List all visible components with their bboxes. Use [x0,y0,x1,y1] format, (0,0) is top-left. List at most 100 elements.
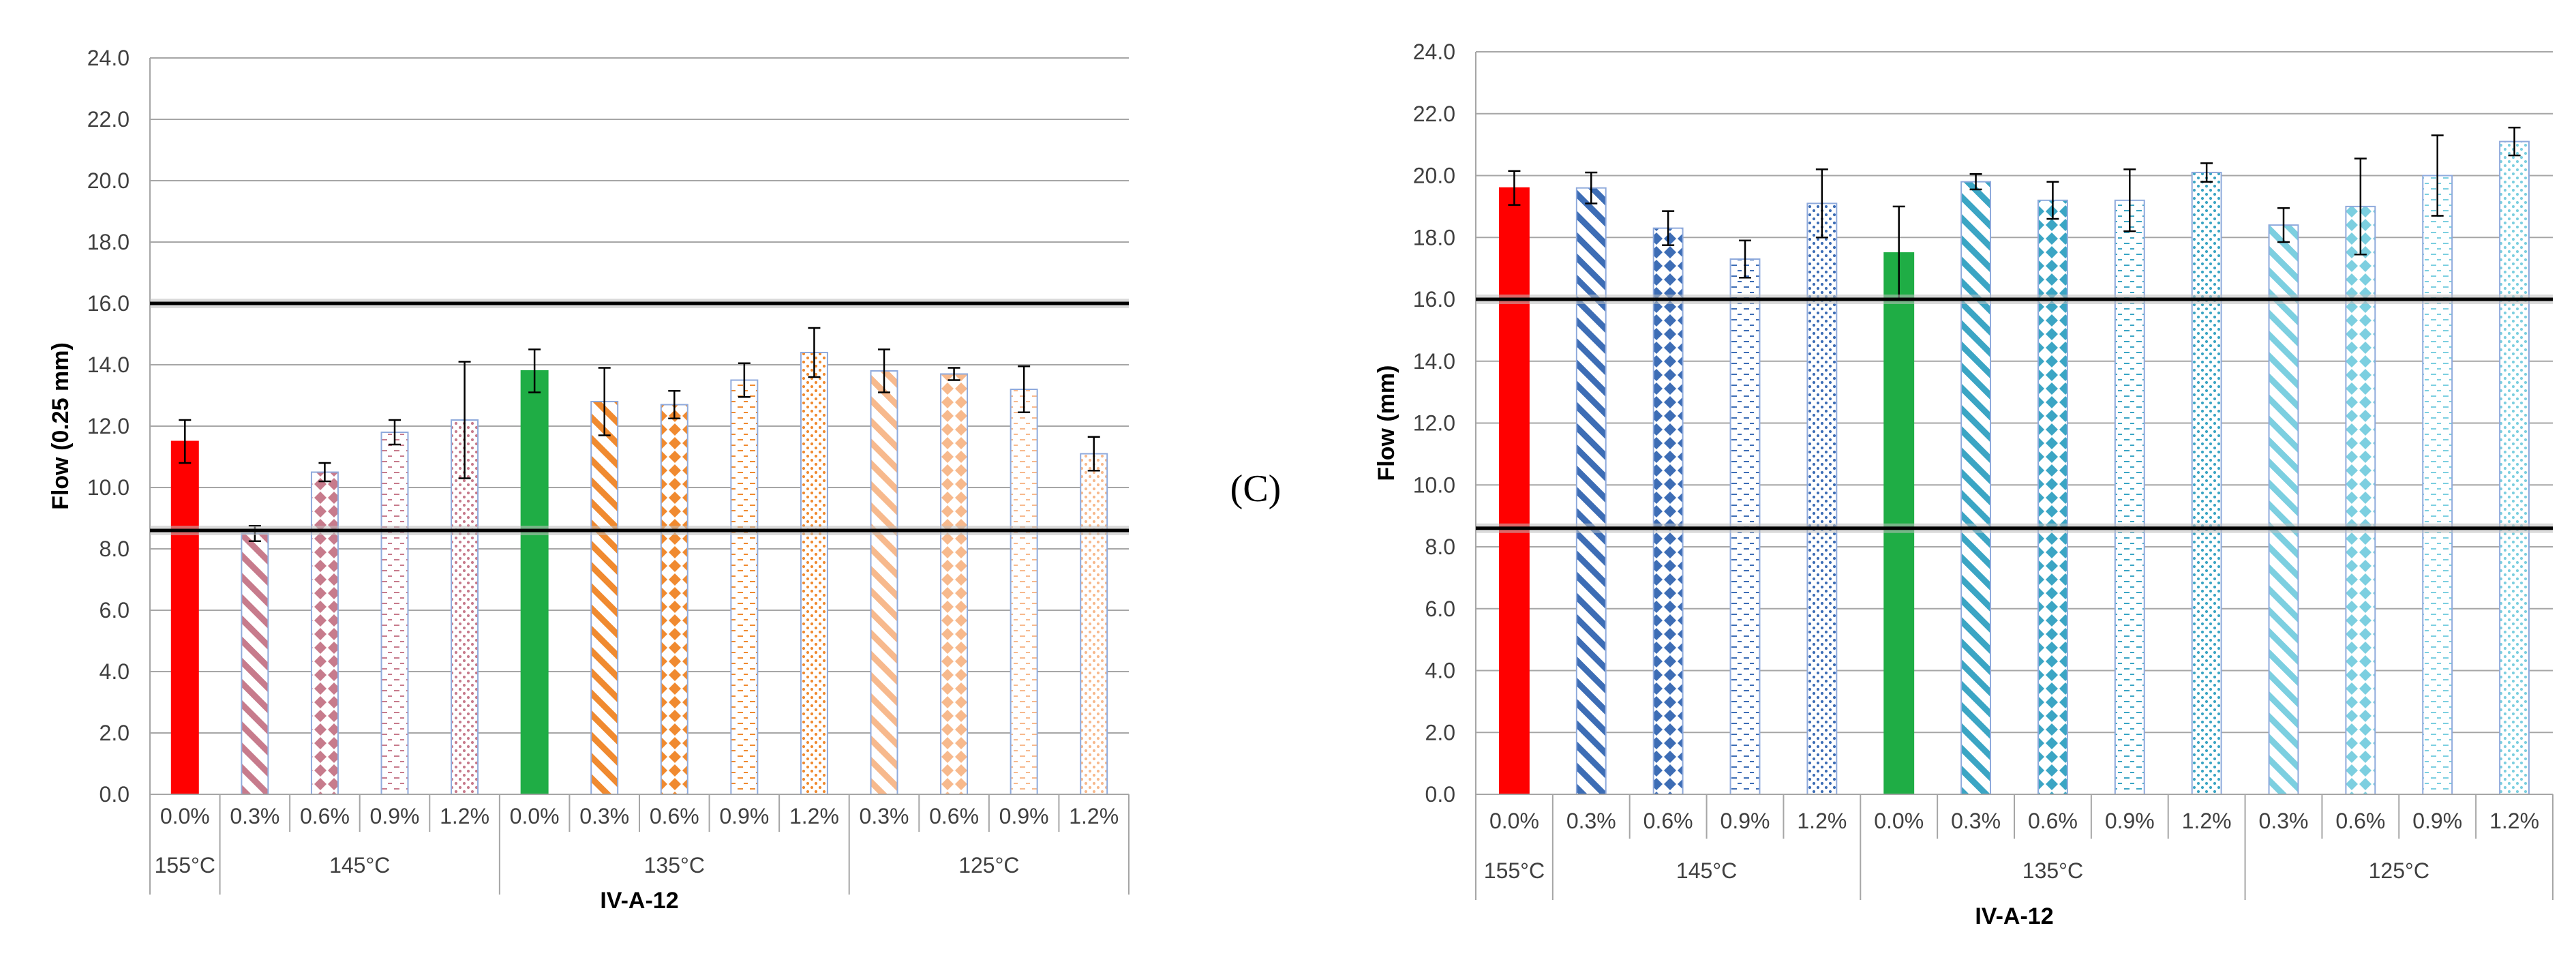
x-tick-label: 0.0% [1874,809,1924,833]
error-bar [179,419,192,464]
bar [800,352,828,795]
x-tick-label: 0.6% [929,804,979,828]
x-tick-label: 0.3% [1566,809,1616,833]
y-tick-label: 24.0 [87,46,130,70]
error-bar [878,348,890,393]
x-tick-label: 0.6% [300,804,350,828]
x-tick-label: 0.3% [2259,809,2309,833]
bar [870,370,898,795]
bar [730,379,759,795]
error-bar [1969,172,1982,191]
error-bar [318,462,331,483]
error-bar [2354,158,2367,256]
x-group-label: 125°C [958,853,1019,877]
bar [1575,187,1607,795]
y-tick-label: 6.0 [1425,597,1455,621]
y-tick-label: 18.0 [87,230,130,254]
bar [1010,389,1038,795]
error-bar [668,390,681,419]
y-tick-label: 14.0 [1413,349,1455,374]
x-tick-label: 1.2% [789,804,839,828]
y-axis-title: Flow (0.25 mm) [48,342,74,510]
x-group-label: 155°C [155,853,215,877]
x-tick-label: 0.6% [650,804,699,828]
error-bar [2277,207,2290,243]
error-bar [1815,168,1828,239]
y-tick-label: 0.0 [1425,782,1455,807]
bar [1498,187,1530,795]
y-tick-label: 16.0 [1413,287,1455,312]
error-bar [389,419,401,446]
x-tick-label: 0.0% [160,804,210,828]
x-axis-title: IV-A-12 [600,888,678,914]
error-bar [2508,126,2521,157]
bar [1652,227,1684,795]
bar [1080,453,1108,795]
x-tick-label: 0.3% [860,804,909,828]
error-bar [738,362,751,398]
bar [310,471,339,795]
bar [2268,224,2299,796]
error-bar [1585,171,1598,205]
error-bar [2200,162,2213,183]
y-tick-label: 10.0 [87,475,130,500]
x-tick-label: 0.3% [579,804,629,828]
bar [520,370,549,795]
x-tick-label: 0.9% [719,804,769,828]
x-tick-label: 1.2% [1069,804,1119,828]
y-tick-label: 22.0 [1413,102,1455,126]
x-tick-label: 1.2% [2182,809,2232,833]
y-axis-title: Flow (mm) [1374,365,1399,481]
x-group-label: 125°C [2369,858,2429,883]
error-bar [948,367,960,381]
error-bar [1739,239,1751,279]
y-tick-label: 24.0 [1413,40,1455,64]
x-tick-label: 0.0% [510,804,560,828]
y-tick-label: 12.0 [1413,411,1455,436]
y-tick-label: 20.0 [1413,164,1455,188]
error-bar [2046,181,2059,220]
y-tick-label: 0.0 [100,782,130,807]
bar [2499,140,2530,795]
y-tick-label: 2.0 [1425,720,1455,745]
error-bar [1508,170,1521,206]
y-tick-label: 16.0 [87,291,130,316]
bar [2191,171,2222,795]
x-tick-label: 0.0% [1489,809,1539,833]
x-tick-label: 0.6% [1643,809,1693,833]
bar [590,401,619,795]
error-bar [2123,168,2136,232]
x-tick-label: 1.2% [440,804,489,828]
x-tick-label: 0.9% [2105,809,2155,833]
x-tick-label: 1.2% [1797,809,1847,833]
y-tick-label: 18.0 [1413,225,1455,250]
panel-label: (C) [1230,468,1282,510]
bar [380,432,409,795]
error-bar [808,327,821,378]
y-tick-label: 4.0 [100,659,130,684]
y-tick-label: 12.0 [87,414,130,438]
x-group-label: 145°C [1676,858,1737,883]
x-tick-label: 0.6% [2335,809,2385,833]
x-group-label: 155°C [1484,858,1545,883]
bar [2037,199,2068,795]
x-tick-label: 0.9% [999,804,1049,828]
x-tick-label: 0.9% [370,804,420,828]
x-tick-label: 1.2% [2489,809,2539,833]
x-group-label: 145°C [329,853,390,877]
error-bar [1018,365,1031,413]
y-tick-label: 8.0 [1425,535,1455,559]
bar [1960,181,1992,795]
x-tick-label: 0.3% [230,804,279,828]
x-tick-label: 0.3% [1951,809,2001,833]
y-tick-label: 6.0 [100,598,130,622]
bar [660,404,688,795]
error-bar [528,348,541,393]
chart-left: 0.0 2.0 4.0 6.0 8.0 10.0 12.0 14.0 16.0 18.0 20.0 2… [48,46,1130,914]
y-tick-label: 22.0 [87,107,130,132]
x-axis-title: IV-A-12 [1975,903,2053,929]
bar [2114,199,2145,795]
y-tick-label: 10.0 [1413,472,1455,497]
chart-right: 0.0 2.0 4.0 6.0 8.0 10.0 12.0 14.0 16.0 18.0 20.0 2… [1374,40,2554,929]
